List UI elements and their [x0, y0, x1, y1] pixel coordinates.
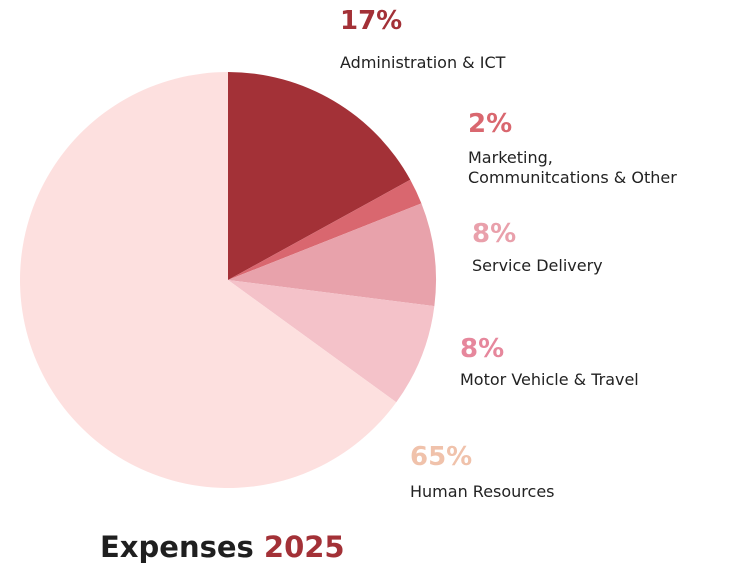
category-label: Service Delivery	[472, 256, 603, 275]
value-label: 8%	[460, 334, 505, 364]
title-text: Expenses	[100, 530, 254, 564]
pie-slice	[228, 203, 436, 307]
category-label: Administration & ICT	[340, 53, 506, 72]
pie-slice	[228, 280, 435, 403]
value-label: 17%	[340, 6, 403, 36]
value-label: 65%	[410, 442, 473, 472]
value-label: 8%	[472, 219, 517, 249]
pie-slice	[228, 72, 411, 280]
pie-slice	[20, 72, 397, 489]
chart-title: Expenses 2025	[100, 530, 345, 564]
value-label: 2%	[468, 109, 513, 139]
category-label: Motor Vehicle & Travel	[460, 370, 639, 389]
pie-slice	[228, 179, 422, 280]
category-label: Human Resources	[410, 482, 555, 501]
title-highlight: 2025	[263, 530, 345, 564]
category-label: Marketing, Communitcations & Other	[468, 148, 677, 187]
